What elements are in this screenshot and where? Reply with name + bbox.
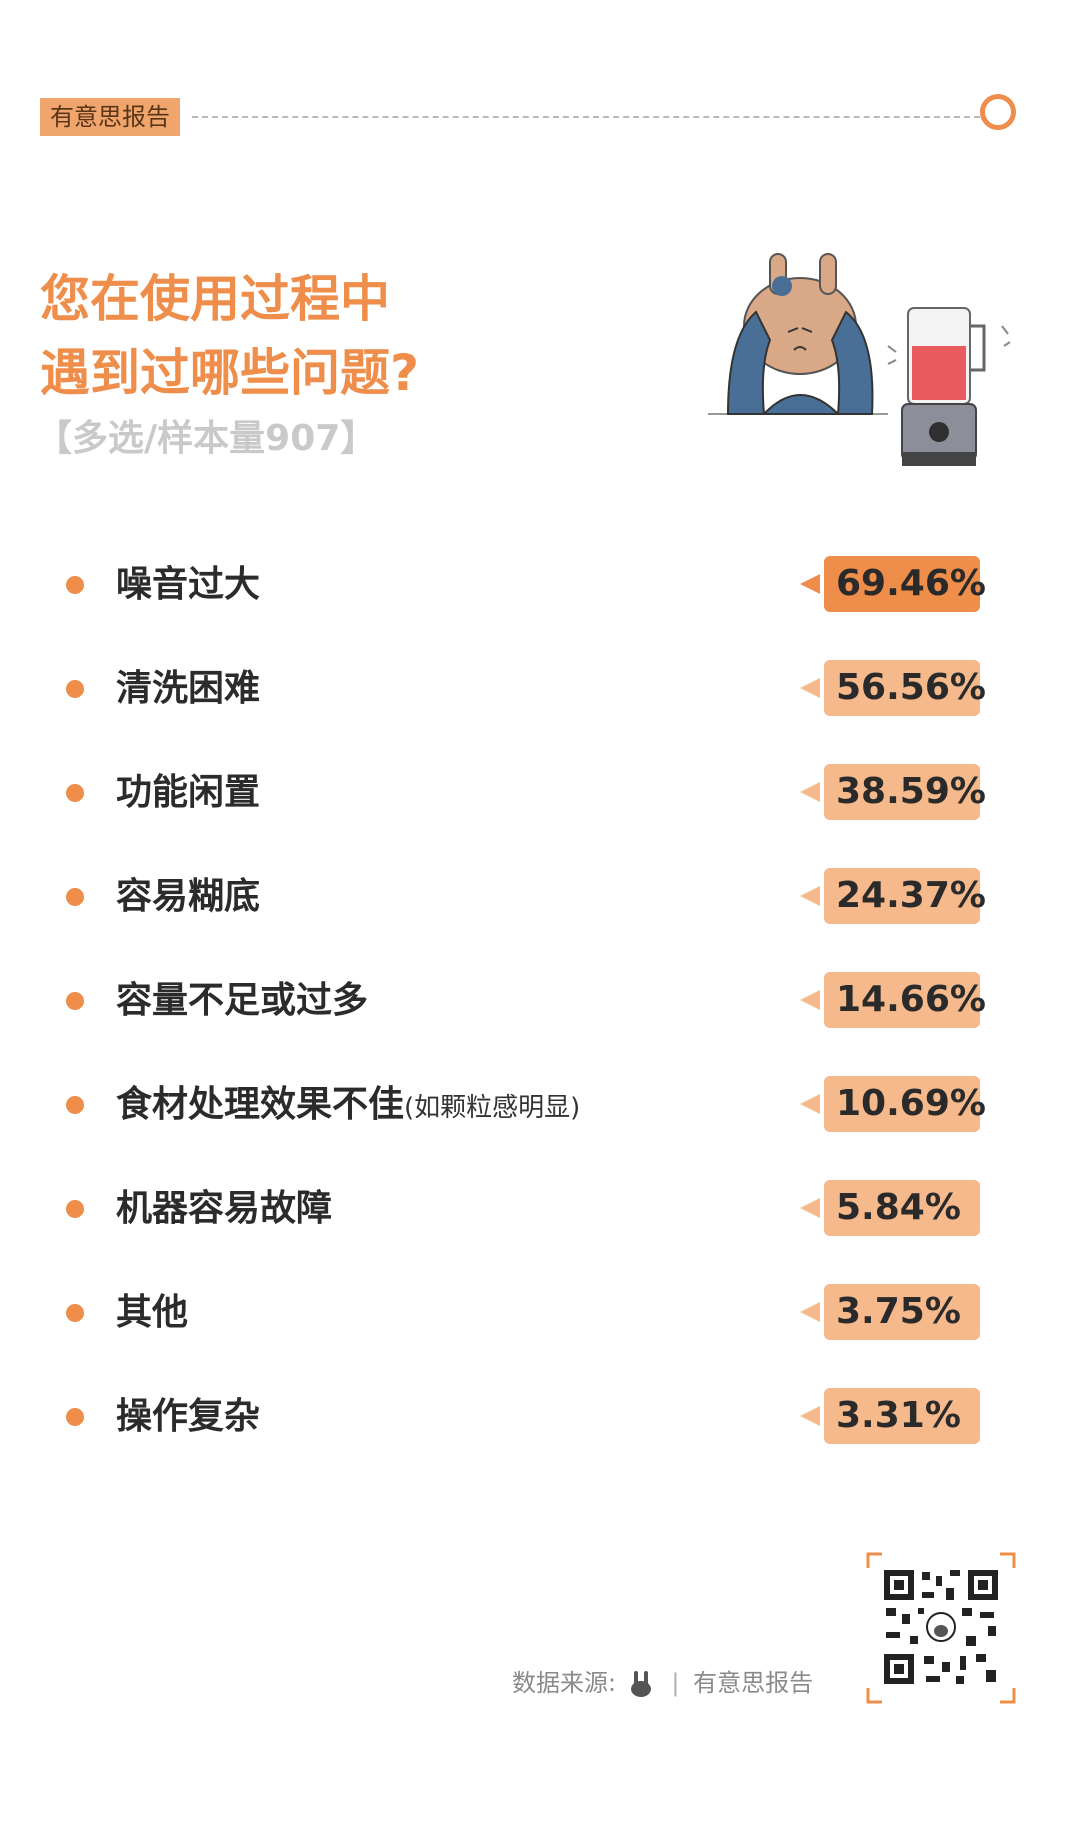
badge-pointer-icon — [800, 1094, 820, 1114]
value-label: 3.31% — [824, 1388, 980, 1444]
category-label-text: 食材处理效果不佳 — [116, 1084, 405, 1125]
data-source-label: 数据来源: — [512, 1669, 617, 1697]
chart-row: 清洗困难 56.56% — [0, 652, 1080, 756]
value-badge: 69.46% — [800, 556, 986, 612]
value-badge: 38.59% — [800, 764, 986, 820]
chart-subtitle: 【多选/样本量907】 — [36, 418, 377, 459]
category-label: 操作复杂 — [116, 1394, 260, 1440]
chart-row: 容易糊底 24.37% — [0, 860, 1080, 964]
value-label: 3.75% — [824, 1284, 980, 1340]
header-dashed-divider — [192, 116, 980, 118]
badge-pointer-icon — [800, 886, 820, 906]
chart-title: 您在使用过程中 遇到过哪些问题? — [40, 262, 419, 410]
bullet-icon — [66, 680, 84, 698]
chart-row: 容量不足或过多 14.66% — [0, 964, 1080, 1068]
badge-pointer-icon — [800, 1302, 820, 1322]
chart-row: 其他 3.75% — [0, 1276, 1080, 1380]
bullet-icon — [66, 888, 84, 906]
category-label-text: 清洗困难 — [116, 668, 261, 709]
category-label-text: 操作复杂 — [116, 1396, 261, 1437]
qr-code-icon[interactable] — [866, 1552, 1016, 1704]
category-note: (如颗粒感明显) — [404, 1093, 581, 1123]
category-label: 清洗困难 — [116, 666, 260, 712]
category-label-text: 容易糊底 — [116, 876, 261, 917]
value-badge: 24.37% — [800, 868, 986, 924]
value-label: 5.84% — [824, 1180, 980, 1236]
value-badge: 3.75% — [800, 1284, 980, 1340]
category-label: 机器容易故障 — [116, 1186, 332, 1232]
bullet-icon — [66, 1408, 84, 1426]
category-label: 食材处理效果不佳(如颗粒感明显) — [116, 1082, 580, 1131]
value-label: 69.46% — [824, 556, 986, 612]
chart-row: 机器容易故障 5.84% — [0, 1172, 1080, 1276]
category-label-text: 噪音过大 — [116, 564, 261, 605]
source-separator: | — [671, 1669, 680, 1697]
chart-row: 操作复杂 3.31% — [0, 1380, 1080, 1484]
bullet-icon — [66, 1096, 84, 1114]
header-end-circle-icon — [980, 94, 1016, 130]
rabbit-mascot-icon — [630, 1671, 651, 1697]
category-label: 其他 — [116, 1290, 188, 1336]
badge-pointer-icon — [800, 990, 820, 1010]
badge-pointer-icon — [800, 1406, 820, 1426]
value-label: 56.56% — [824, 660, 986, 716]
data-source: 数据来源: | 有意思报告 — [512, 1666, 813, 1701]
bullet-icon — [66, 1304, 84, 1322]
value-badge: 14.66% — [800, 972, 986, 1028]
category-label-text: 其他 — [116, 1292, 189, 1333]
category-label-text: 容量不足或过多 — [116, 980, 369, 1021]
rabbit-covering-ears-near-blender-icon — [708, 253, 1011, 466]
value-label: 38.59% — [824, 764, 986, 820]
badge-pointer-icon — [800, 782, 820, 802]
category-label: 容量不足或过多 — [116, 978, 368, 1024]
value-badge: 3.31% — [800, 1388, 980, 1444]
value-badge: 5.84% — [800, 1180, 980, 1236]
title-line-1: 您在使用过程中 — [40, 270, 390, 328]
chart-row: 食材处理效果不佳(如颗粒感明显) 10.69% — [0, 1068, 1080, 1172]
bullet-icon — [66, 1200, 84, 1218]
bullet-icon — [66, 576, 84, 594]
data-source-brand: 有意思报告 — [693, 1669, 814, 1697]
category-label: 容易糊底 — [116, 874, 260, 920]
badge-pointer-icon — [800, 1198, 820, 1218]
value-badge: 10.69% — [800, 1076, 986, 1132]
bar-chart: 噪音过大 69.46% 清洗困难 56.56% 功能闲置 38.59% 容易糊底 24.37%… — [0, 548, 1080, 1484]
chart-row: 噪音过大 69.46% — [0, 548, 1080, 652]
category-label-text: 功能闲置 — [116, 772, 261, 813]
brand-tag: 有意思报告 — [40, 98, 180, 136]
badge-pointer-icon — [800, 574, 820, 594]
value-badge: 56.56% — [800, 660, 986, 716]
bullet-icon — [66, 992, 84, 1010]
category-label: 噪音过大 — [116, 562, 260, 608]
title-line-2: 遇到过哪些问题? — [40, 344, 420, 402]
value-label: 10.69% — [824, 1076, 986, 1132]
value-label: 24.37% — [824, 868, 986, 924]
category-label-text: 机器容易故障 — [116, 1188, 333, 1229]
bullet-icon — [66, 784, 84, 802]
chart-row: 功能闲置 38.59% — [0, 756, 1080, 860]
value-label: 14.66% — [824, 972, 986, 1028]
category-label: 功能闲置 — [116, 770, 260, 816]
badge-pointer-icon — [800, 678, 820, 698]
